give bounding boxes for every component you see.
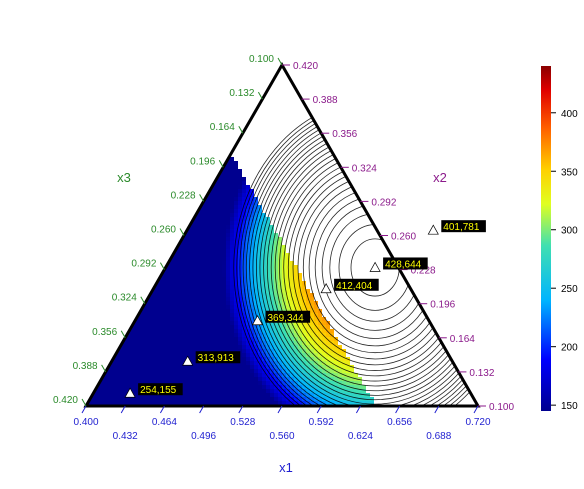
data-label-bg <box>195 351 241 364</box>
x1-axis-title: x1 <box>279 460 293 475</box>
colorbar: 150 200 250 300 350 400 <box>541 66 578 412</box>
data-label-bg <box>138 383 183 396</box>
data-point-marker <box>369 261 381 272</box>
colorbar-tick-label: 350 <box>561 167 578 178</box>
x3-axis-title: x3 <box>117 170 131 185</box>
x3-tick-label: 0.356 <box>92 327 117 338</box>
data-point-label: 412,404 <box>336 281 373 292</box>
x2-tick-label: 0.388 <box>313 95 338 106</box>
data-point-marker <box>124 387 136 398</box>
colorbar-tick-label: 200 <box>561 343 578 354</box>
data-point-label: 401,781 <box>443 222 480 233</box>
x2-tick-label: 0.356 <box>332 129 357 140</box>
x1-tick-label: 0.496 <box>191 431 216 442</box>
x1-tick-label: 0.592 <box>309 417 334 428</box>
data-point-label: 369,344 <box>268 313 305 324</box>
data-label-bg <box>441 220 486 233</box>
x2-tick-label: 0.228 <box>411 266 436 277</box>
data-label-bg <box>383 257 428 270</box>
colorbar-tick-label: 250 <box>561 284 578 295</box>
x3-tick-label: 0.132 <box>229 88 254 99</box>
x3-tick-label: 0.388 <box>73 361 98 372</box>
x2-tick-label: 0.100 <box>489 402 514 413</box>
x1-tick-label: 0.528 <box>230 417 255 428</box>
x2-axis-title: x2 <box>433 170 447 185</box>
x1-tick-label: 0.464 <box>152 417 177 428</box>
data-point-marker <box>182 355 194 366</box>
colorbar-tick-label: 150 <box>561 401 578 412</box>
x3-tick-label: 0.292 <box>131 259 156 270</box>
x3-tick-label: 0.260 <box>151 225 176 236</box>
x1-tick-label: 0.560 <box>269 431 294 442</box>
x1-tick-label: 0.400 <box>73 417 98 428</box>
contour-fill <box>86 145 378 406</box>
x2-tick-label: 0.324 <box>352 163 377 174</box>
x2-tick-label: 0.196 <box>430 300 455 311</box>
x1-tick-label: 0.656 <box>387 417 412 428</box>
x3-tick-label: 0.420 <box>53 395 78 406</box>
data-point-label: 254,155 <box>140 385 177 396</box>
axis-ticks: 0.400 0.100 0.100 0.432 0.132 0.132 0.464 0.164… <box>53 54 514 442</box>
x2-tick-label: 0.420 <box>293 61 318 72</box>
colorbar-tick-label: 300 <box>561 226 578 237</box>
x2-tick-label: 0.132 <box>469 368 494 379</box>
x3-tick-label: 0.228 <box>171 190 196 201</box>
x1-tick-label: 0.688 <box>426 431 451 442</box>
data-point-marker <box>320 283 332 294</box>
x3-tick-label: 0.196 <box>190 156 215 167</box>
colorbar-gradient <box>541 66 551 411</box>
x1-tick-label: 0.624 <box>348 431 373 442</box>
data-label-bg <box>265 310 311 323</box>
data-point-marker <box>427 224 439 235</box>
x2-tick-label: 0.292 <box>371 197 396 208</box>
x3-tick-label: 0.100 <box>249 54 274 65</box>
x3-tick-label: 0.164 <box>210 122 235 133</box>
x1-tick-label: 0.720 <box>465 417 490 428</box>
colorbar-tick-label: 400 <box>561 109 578 120</box>
x3-tick-label: 0.324 <box>112 293 137 304</box>
data-point-label: 313,913 <box>198 353 235 364</box>
data-points: 428,644 401,781 412,404 369,344 313,913 254,1… <box>124 220 486 398</box>
x2-tick-label: 0.260 <box>391 232 416 243</box>
axis-titles: x1 x2 x3 <box>117 170 447 475</box>
x2-tick-label: 0.164 <box>450 334 475 345</box>
data-point-marker <box>251 315 264 326</box>
data-label-bg <box>334 278 379 291</box>
x1-tick-label: 0.432 <box>113 431 138 442</box>
data-point-label: 428,644 <box>385 259 422 270</box>
